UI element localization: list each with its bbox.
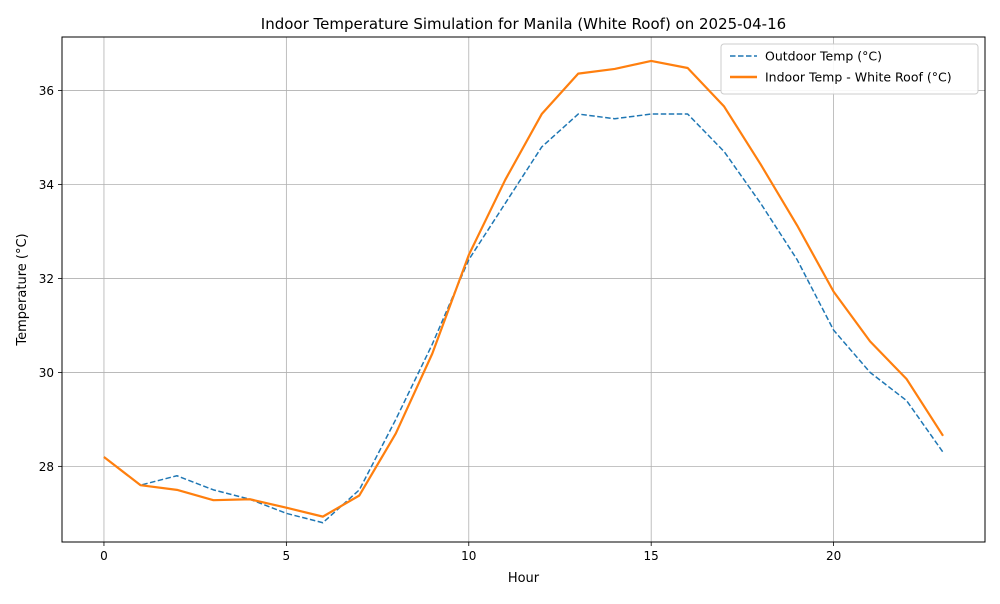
y-tick-label: 36 xyxy=(39,84,54,98)
x-axis-label: Hour xyxy=(508,571,540,586)
y-tick-label: 28 xyxy=(39,460,54,474)
y-tick-label: 34 xyxy=(39,178,54,192)
chart-title: Indoor Temperature Simulation for Manila… xyxy=(261,15,786,33)
x-tick-label: 5 xyxy=(283,549,291,563)
series-lines xyxy=(103,59,944,524)
y-tick-label: 32 xyxy=(39,272,54,286)
x-tick-label: 15 xyxy=(644,549,659,563)
legend: Outdoor Temp (°C) Indoor Temp - White Ro… xyxy=(720,43,979,95)
legend-box xyxy=(720,43,979,95)
y-axis-label: Temperature (°C) xyxy=(15,233,30,346)
series-line-outdoor xyxy=(103,113,944,524)
legend-label-outdoor: Outdoor Temp (°C) xyxy=(765,49,882,64)
y-tick-label: 30 xyxy=(39,366,54,380)
legend-label-indoor: Indoor Temp - White Roof (°C) xyxy=(765,70,952,85)
x-tick-label: 0 xyxy=(100,549,108,563)
x-tick-label: 20 xyxy=(826,549,841,563)
plot-area-frame xyxy=(61,36,986,543)
series-line-indoor xyxy=(103,59,944,518)
x-tick-label: 10 xyxy=(461,549,476,563)
axis-ticks: 0 5 10 15 20 28 30 32 34 36 xyxy=(39,84,842,563)
